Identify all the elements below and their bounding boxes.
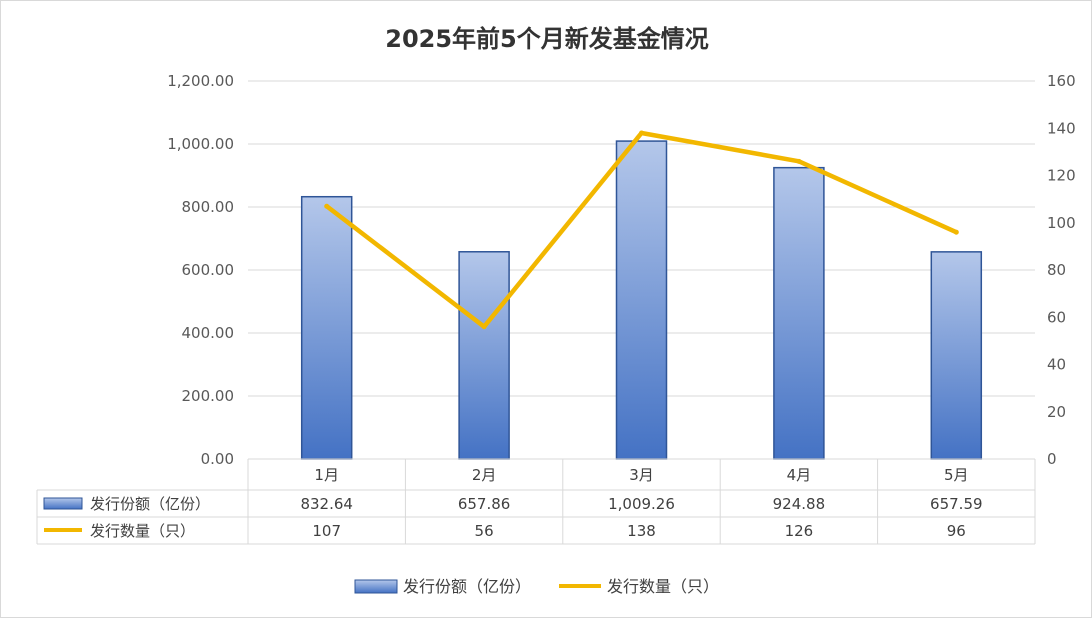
bar [458,251,510,460]
left-tick-label: 400.00 [182,324,235,342]
left-tick-label: 600.00 [182,261,235,279]
line-point [324,203,330,209]
left-tick-label: 800.00 [182,198,235,216]
line-point [953,229,959,235]
left-tick-label: 0.00 [201,450,234,468]
bar-value-cell: 657.86 [458,495,511,513]
line-point [796,158,802,164]
bar [300,195,353,460]
right-tick-label: 100 [1047,214,1076,232]
line-series-name: 发行数量（只） [90,522,195,540]
right-tick-label: 0 [1047,450,1057,468]
bar-legend-key [43,497,83,510]
right-tick-label: 60 [1047,308,1066,326]
bar-value-cell: 832.64 [300,495,353,513]
bar-series-name: 发行份额（亿份） [90,495,210,513]
right-tick-label: 140 [1047,119,1076,137]
line-point [639,130,644,136]
line-value-cell: 96 [947,522,966,540]
left-tick-label: 1,000.00 [167,135,234,153]
data-table: 1月 832.64 107 2月 657.86 56 3月 1,009.26 138 4月 924.… [36,458,1036,545]
right-tick-label: 120 [1047,167,1076,185]
bar [930,251,983,460]
category-label: 3月 [629,466,654,484]
legend: 发行份额（亿份） 发行数量（只） [354,577,719,596]
left-tick-label: 1,200.00 [167,72,234,90]
right-tick-label: 160 [1047,72,1076,90]
right-tick-label: 80 [1047,261,1066,279]
category-label: 2月 [472,466,497,484]
category-label: 1月 [314,466,339,484]
left-tick-label: 200.00 [182,387,235,405]
right-axis: 0 20 40 60 80 100 120 140 160 [1047,72,1076,468]
bar [615,140,668,460]
bar-value-cell: 1,009.26 [608,495,675,513]
right-tick-label: 20 [1047,403,1066,421]
line-value-cell: 56 [475,522,494,540]
legend-bar-label: 发行份额（亿份） [403,577,531,596]
bar-value-cell: 657.59 [930,495,983,513]
category-label: 4月 [787,466,812,484]
bar [773,166,825,460]
bar-value-cell: 924.88 [773,495,826,513]
line-value-cell: 107 [312,522,341,540]
left-axis: 0.00 200.00 400.00 600.00 800.00 1,000.00 1,20… [167,72,234,468]
category-label: 5月 [944,466,969,484]
legend-line-label: 发行数量（只） [607,577,719,596]
line-series [324,130,959,330]
right-tick-label: 40 [1047,356,1066,374]
legend-bar-swatch [354,579,398,594]
chart-title: 2025年前5个月新发基金情况 [385,25,709,53]
line-point [481,324,487,330]
bar-series [300,140,983,460]
line-value-cell: 138 [627,522,656,540]
line-value-cell: 126 [785,522,814,540]
